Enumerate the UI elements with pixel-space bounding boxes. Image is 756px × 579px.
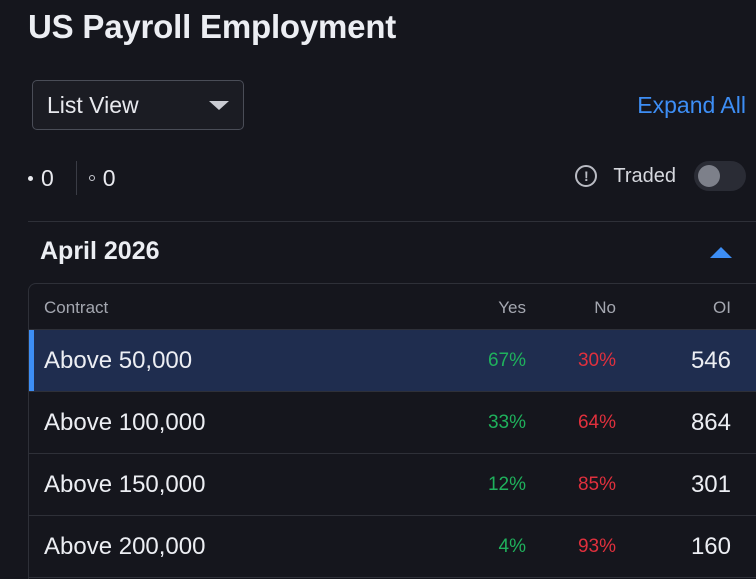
filled-stat: 0: [28, 165, 54, 192]
contract-name: Above 100,000: [44, 409, 206, 436]
table-row[interactable]: Above 150,000 12% 85% 301: [29, 454, 756, 516]
no-price: 85%: [577, 474, 616, 495]
yes-price: 12%: [487, 474, 526, 495]
table-row[interactable]: Above 100,000 33% 64% 864: [29, 392, 756, 454]
hollow-stat: 0: [88, 164, 116, 192]
contract-name: Above 200,000: [44, 533, 206, 560]
yes-price: 67%: [487, 350, 526, 371]
chevron-up-icon[interactable]: [710, 247, 732, 258]
stats-divider: [75, 161, 77, 195]
contract-name: Above 50,000: [44, 347, 193, 374]
hollow-count: 0: [102, 164, 116, 191]
page-title: US Payroll Employment: [28, 8, 397, 45]
view-mode-select[interactable]: List View: [32, 80, 244, 130]
filled-count: 0: [41, 164, 54, 191]
table-header: Contract Yes No OI: [29, 284, 756, 330]
yes-price: 33%: [487, 412, 526, 433]
yes-price: 4%: [498, 536, 526, 557]
position-stats: 0 0: [28, 160, 116, 196]
section-title: April 2026: [40, 237, 160, 265]
header-yes: Yes: [498, 298, 526, 317]
table-row[interactable]: Above 50,000 67% 30% 546: [29, 330, 756, 392]
divider: [28, 221, 756, 222]
open-interest: 301: [690, 471, 731, 498]
no-price: 64%: [577, 412, 616, 433]
info-icon[interactable]: !: [575, 165, 598, 187]
open-interest: 160: [690, 533, 731, 560]
expand-all-link[interactable]: Expand All: [637, 92, 746, 118]
view-mode-value: List View: [47, 91, 139, 118]
hollow-dot-icon: [88, 175, 95, 181]
open-interest: 546: [690, 347, 731, 374]
filled-dot-icon: [28, 175, 33, 181]
table-row[interactable]: Above 200,000 4% 93% 160: [29, 516, 756, 578]
contract-name: Above 150,000: [44, 471, 206, 498]
header-contract: Contract: [44, 298, 109, 317]
traded-filter: ! Traded: [575, 158, 746, 194]
header-no: No: [594, 298, 616, 317]
chevron-down-icon: [209, 101, 229, 110]
open-interest: 864: [690, 409, 731, 436]
no-price: 93%: [577, 536, 616, 557]
traded-label: Traded: [613, 164, 676, 187]
toggle-knob: [698, 165, 720, 187]
no-price: 30%: [577, 350, 616, 371]
header-oi: OI: [713, 298, 731, 317]
contracts-table: Contract Yes No OI Above 50,000 67% 30% …: [28, 283, 756, 579]
traded-toggle[interactable]: [694, 161, 746, 191]
